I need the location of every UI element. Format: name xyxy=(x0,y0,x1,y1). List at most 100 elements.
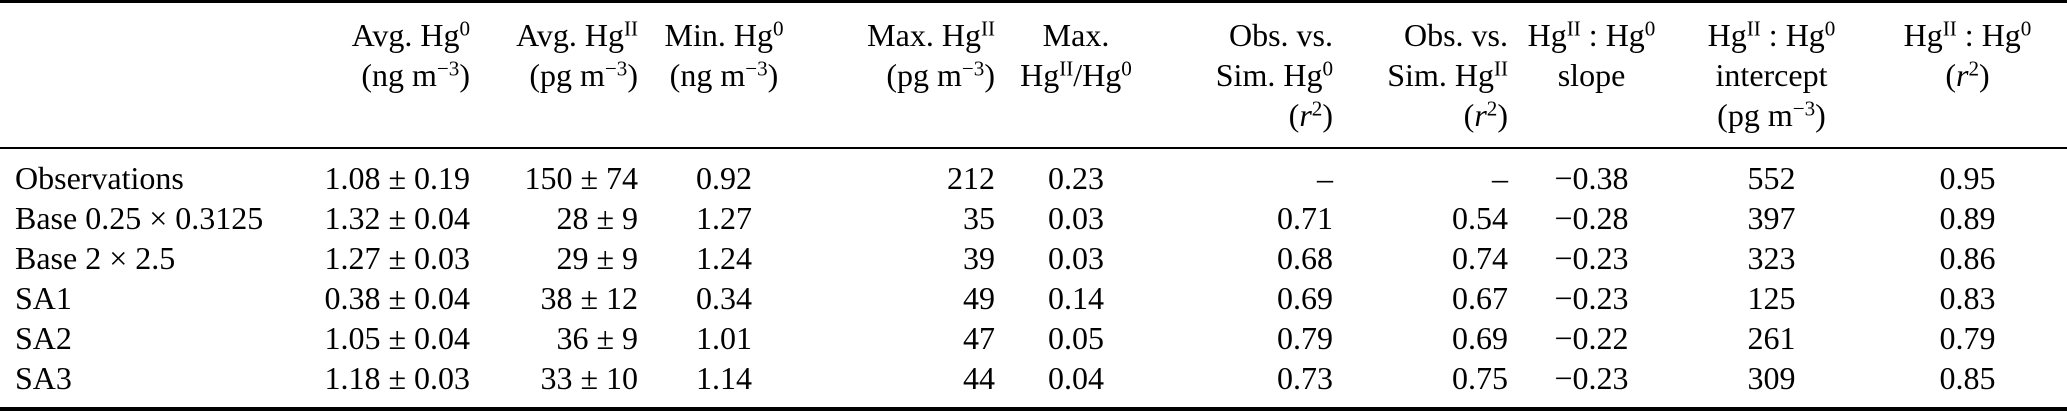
text-run: Sim. Hg xyxy=(1215,57,1323,93)
header-line: (ng m−3) xyxy=(300,55,470,95)
table-cell-ratio-slope: −0.23 xyxy=(1554,240,1629,276)
table-cell-max-ratio: 0.04 xyxy=(1048,360,1104,396)
header-line: (r2) xyxy=(1335,95,1508,135)
table-cell-ratio-intercept: 397 xyxy=(1747,200,1796,236)
table-cell-avg-hg0: 1.05 ± 0.04 xyxy=(324,320,470,356)
header-line: (pg m−3) xyxy=(472,55,638,95)
superscript: −3 xyxy=(745,56,768,81)
table-cell-ratio-slope: −0.22 xyxy=(1554,320,1629,356)
table-cell-min-hg0: 1.24 xyxy=(696,240,752,276)
header-line: HgII : Hg0 xyxy=(1870,15,2065,55)
table-cell-min-hg0: 1.14 xyxy=(696,360,752,396)
superscript: II xyxy=(980,16,995,41)
row-label: Base 2 × 2.5 xyxy=(15,240,176,276)
table-cell-ratio-slope: −0.38 xyxy=(1554,160,1629,196)
header-cell-max-hg2: Max. HgII (pg m−3) xyxy=(810,1,997,149)
text-run: Hg xyxy=(1527,17,1567,53)
table-cell-max-ratio: 0.03 xyxy=(1048,240,1104,276)
superscript: 0 xyxy=(1322,56,1333,81)
header-line: Sim. HgII xyxy=(1335,55,1508,95)
text-run: Max. xyxy=(1042,17,1110,53)
header-line: Obs. vs. xyxy=(1157,15,1333,55)
superscript: 2 xyxy=(1486,96,1498,121)
superscript: II xyxy=(623,16,638,41)
header-line: HgII : Hg0 xyxy=(1675,15,1868,55)
superscript: II xyxy=(1059,56,1074,81)
superscript: −3 xyxy=(1792,96,1816,121)
table-cell-ratio-r2: 0.95 xyxy=(1939,160,1996,196)
table-cell-obs-vs-sim-hg2: 0.69 xyxy=(1452,320,1508,356)
text-run: : Hg xyxy=(1956,17,2021,53)
header-cell-avg-hg0: Avg. Hg0 (ng m−3) xyxy=(300,1,472,149)
text-run: ) xyxy=(1815,97,1826,133)
superscript: 0 xyxy=(459,16,470,41)
table-row: SA2 1.05 ± 0.04 36 ± 9 1.01 47 0.05 0.79 0.69 −0… xyxy=(0,318,2067,358)
text-run: (ng m xyxy=(361,57,437,93)
text-run: (pg m xyxy=(529,57,605,93)
table-cell-avg-hg2: 38 ± 12 xyxy=(540,280,638,316)
table-cell-avg-hg2: 29 ± 9 xyxy=(556,240,638,276)
superscript: −3 xyxy=(961,56,985,81)
italic-var: r xyxy=(1955,57,1969,93)
superscript: 0 xyxy=(2020,16,2032,41)
text-run: ) xyxy=(1322,97,1333,133)
table-cell-avg-hg0: 1.27 ± 0.03 xyxy=(324,240,470,276)
table-cell-avg-hg0: 1.08 ± 0.19 xyxy=(324,160,470,196)
table-cell-max-hg2: 44 xyxy=(963,360,995,396)
text-run: /Hg xyxy=(1073,57,1122,93)
table-cell-ratio-intercept: 309 xyxy=(1747,360,1796,396)
superscript: 2 xyxy=(1968,56,1979,81)
table-cell-avg-hg2: 36 ± 9 xyxy=(556,320,638,356)
table-cell-ratio-r2: 0.85 xyxy=(1939,360,1996,396)
superscript: II xyxy=(1746,16,1761,41)
header-cell-min-hg0: Min. Hg0 (ng m−3) xyxy=(640,1,810,149)
table-cell-avg-hg0: 1.18 ± 0.03 xyxy=(324,360,470,396)
header-cell-ratio-r2: HgII : Hg0 (r2) xyxy=(1870,1,2067,149)
superscript: 0 xyxy=(1824,16,1836,41)
table-cell-max-ratio: 0.14 xyxy=(1048,280,1104,316)
table-cell-avg-hg0: 1.32 ± 0.04 xyxy=(324,200,470,236)
table-cell-ratio-r2: 0.86 xyxy=(1939,240,1996,276)
text-run: (pg m xyxy=(886,57,962,93)
header-line: (r2) xyxy=(1870,55,2065,95)
table-cell-ratio-intercept: 261 xyxy=(1747,320,1796,356)
table-cell-min-hg0: 0.34 xyxy=(696,280,752,316)
table-cell-ratio-intercept: 552 xyxy=(1747,160,1796,196)
table-row: SA3 1.18 ± 0.03 33 ± 10 1.14 44 0.04 0.73 0.75 −… xyxy=(0,358,2067,409)
table-cell-obs-vs-sim-hg2: 0.54 xyxy=(1452,200,1508,236)
header-line: intercept xyxy=(1675,55,1868,95)
table-cell-obs-vs-sim-hg2: – xyxy=(1492,160,1508,196)
table-row: SA1 0.38 ± 0.04 38 ± 12 0.34 49 0.14 0.69 0.67 −… xyxy=(0,278,2067,318)
text-run: ) xyxy=(984,57,995,93)
table-cell-avg-hg2: 150 ± 74 xyxy=(524,160,638,196)
row-label: SA3 xyxy=(15,360,72,396)
text-run: Min. Hg xyxy=(664,17,773,53)
text-run: Sim. Hg xyxy=(1387,57,1494,93)
table-row: Base 2 × 2.5 1.27 ± 0.03 29 ± 9 1.24 39 0.03 0… xyxy=(0,238,2067,278)
table-cell-max-hg2: 35 xyxy=(963,200,995,236)
table-cell-max-ratio: 0.05 xyxy=(1048,320,1104,356)
table-cell-max-hg2: 39 xyxy=(963,240,995,276)
table-cell-obs-vs-sim-hg2: 0.74 xyxy=(1452,240,1508,276)
header-line: HgII/Hg0 xyxy=(997,55,1155,95)
header-line: Sim. Hg0 xyxy=(1157,55,1333,95)
table-cell-min-hg0: 1.01 xyxy=(696,320,752,356)
table-body: Observations 1.08 ± 0.19 150 ± 74 0.92 212 0.… xyxy=(0,148,2067,409)
table-row: Observations 1.08 ± 0.19 150 ± 74 0.92 212 0.… xyxy=(0,148,2067,198)
table-cell-ratio-r2: 0.89 xyxy=(1939,200,1996,236)
table-cell-max-ratio: 0.23 xyxy=(1048,160,1104,196)
superscript: 0 xyxy=(1644,16,1656,41)
row-label: Observations xyxy=(15,160,184,196)
header-line: Avg. Hg0 xyxy=(300,15,470,55)
text-run: Avg. Hg xyxy=(516,17,624,53)
text-run: Avg. Hg xyxy=(351,17,460,53)
header-line: (ng m−3) xyxy=(640,55,808,95)
table-cell-ratio-r2: 0.83 xyxy=(1939,280,1996,316)
table-cell-obs-vs-sim-hg0: 0.69 xyxy=(1277,280,1333,316)
header-line: (pg m−3) xyxy=(1675,95,1868,135)
header-line: Min. Hg0 xyxy=(640,15,808,55)
table-cell-max-hg2: 49 xyxy=(963,280,995,316)
header-cell-avg-hg2: Avg. HgII (pg m−3) xyxy=(472,1,640,149)
